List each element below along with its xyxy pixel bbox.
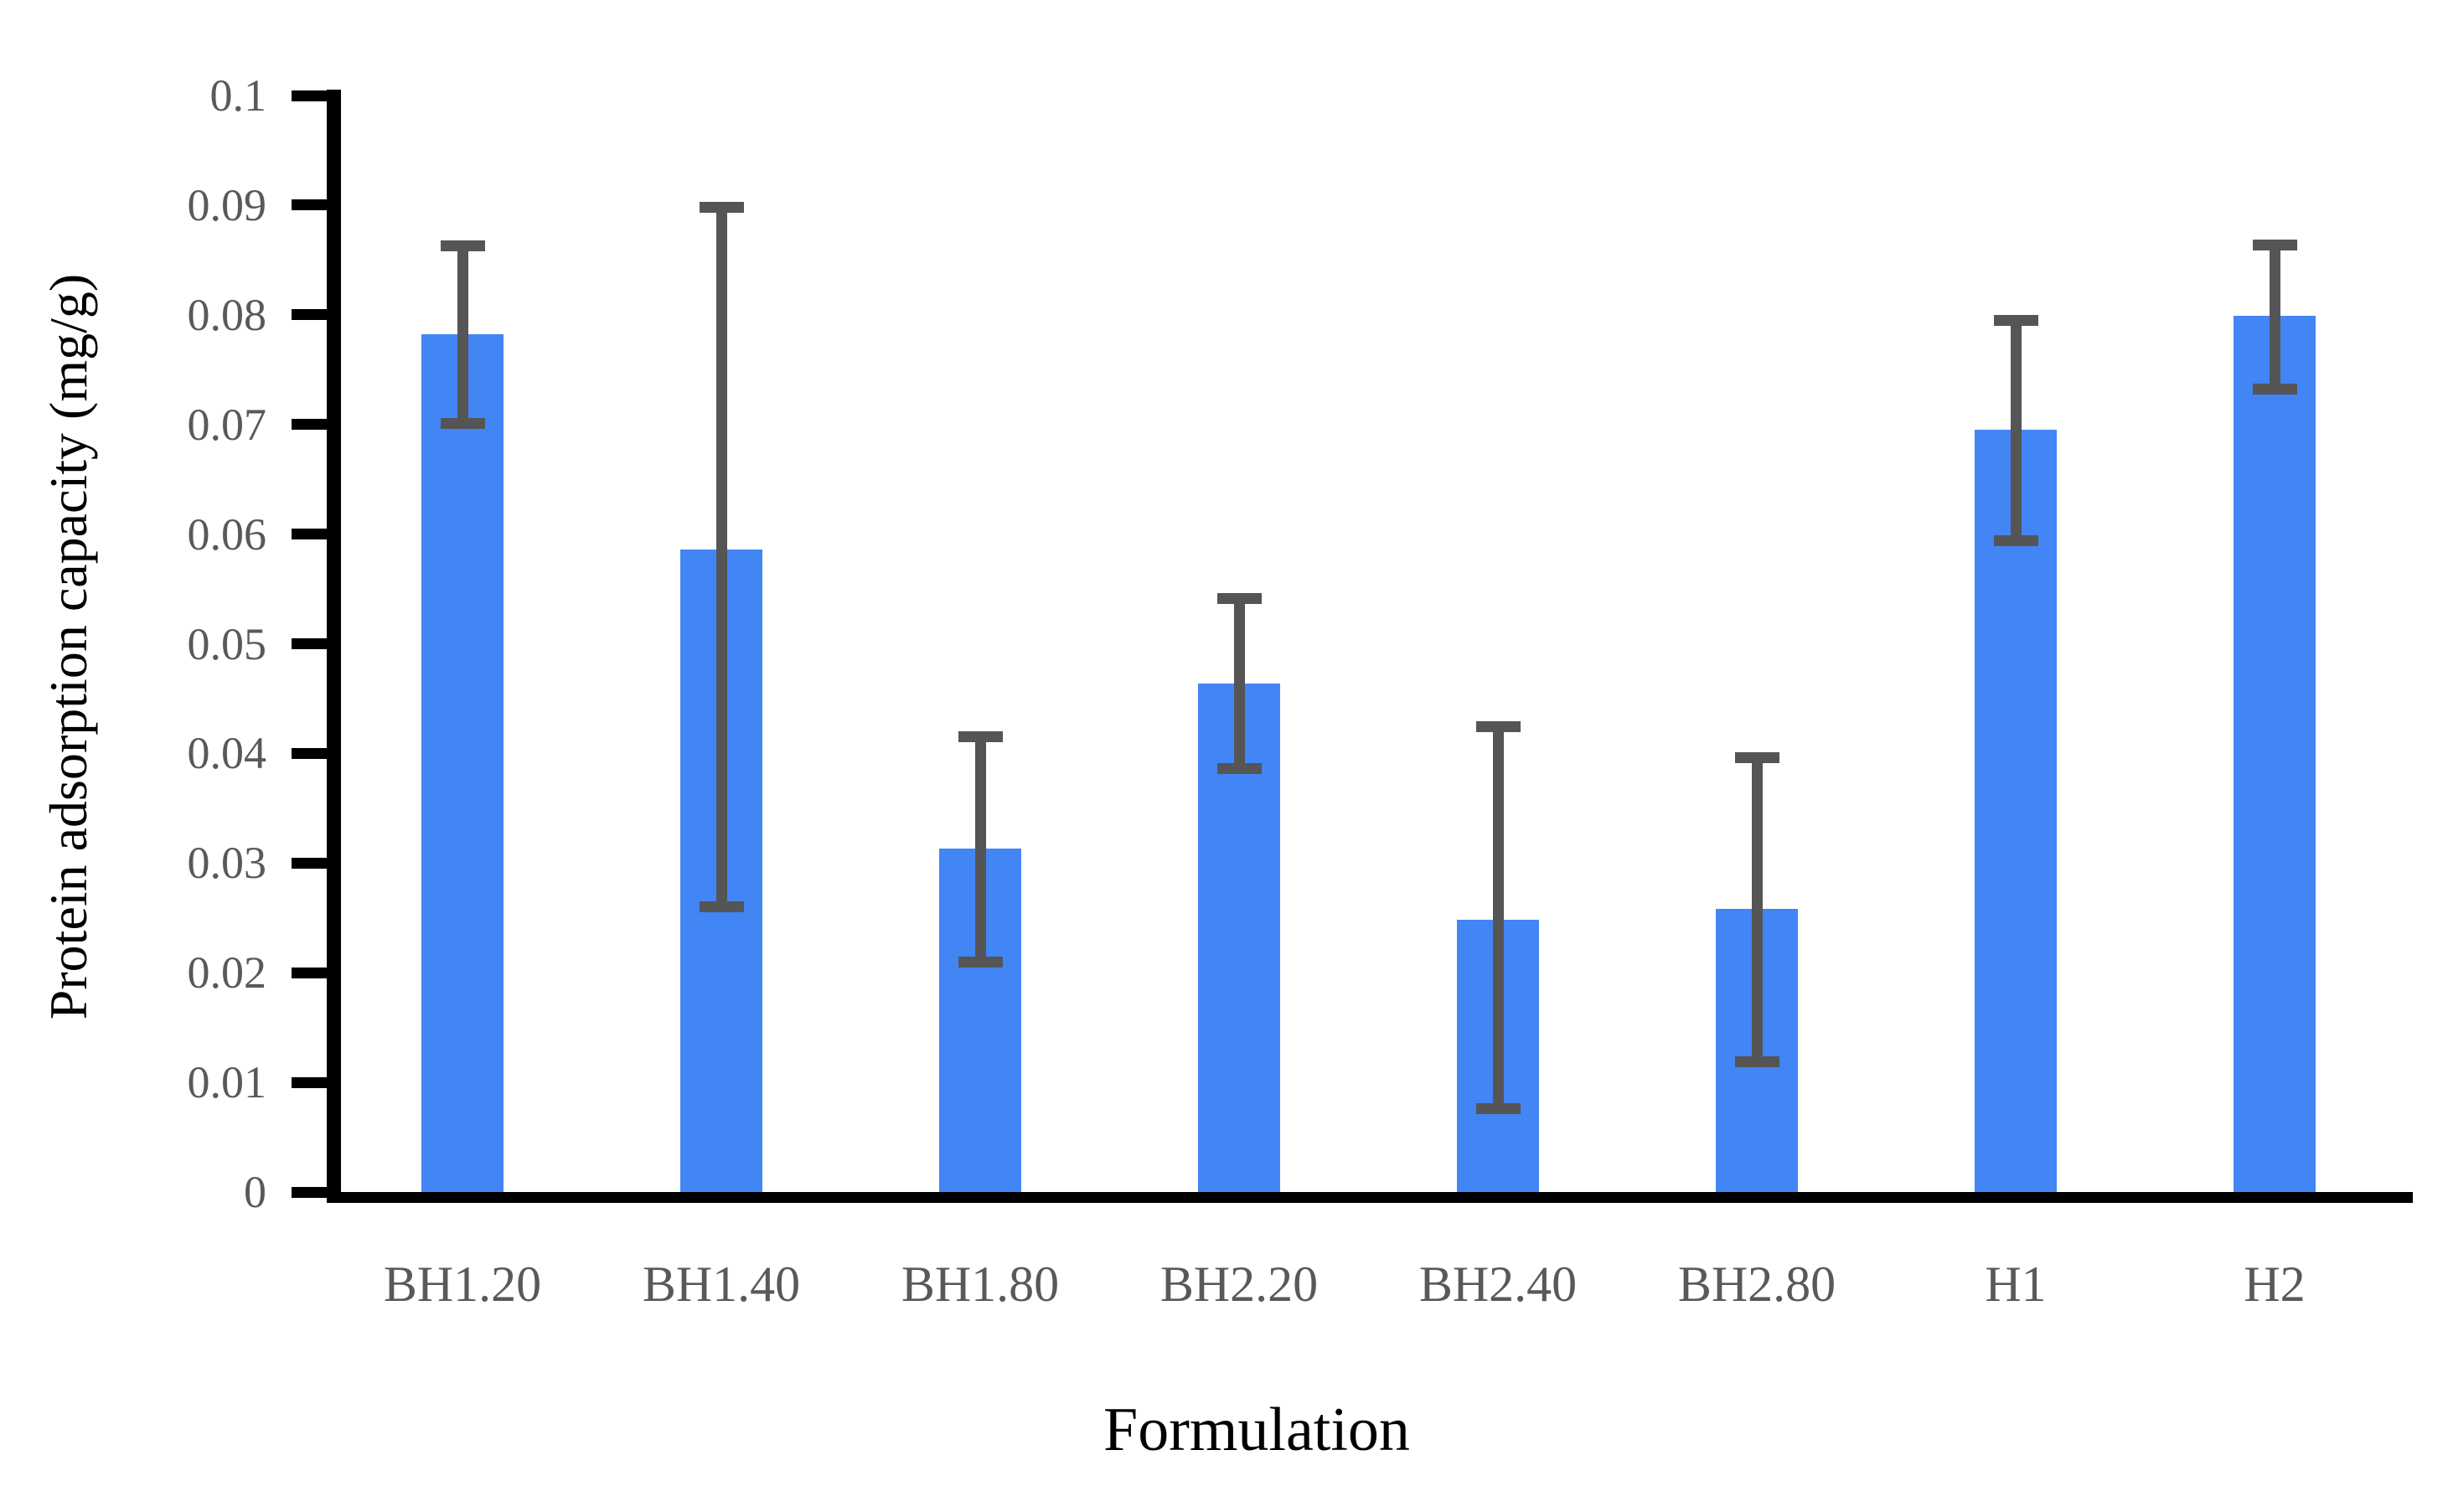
error-bar-stem [457, 245, 468, 424]
error-bar-stem [2269, 245, 2280, 390]
y-axis-tick [292, 529, 327, 540]
error-bar-bottom-cap [440, 417, 485, 429]
y-axis-tick [292, 90, 327, 101]
x-category-label: H1 [1985, 1257, 2047, 1312]
y-tick-label: 0.1 [209, 70, 267, 121]
x-category-label: BH2.40 [1418, 1257, 1578, 1312]
y-axis-tick [292, 1186, 327, 1198]
bar [2234, 316, 2316, 1192]
y-tick-label: 0.06 [187, 508, 267, 560]
y-axis-line [327, 90, 341, 1203]
y-axis-tick [292, 1076, 327, 1088]
y-axis-tick [292, 419, 327, 431]
y-axis-tick [292, 747, 327, 759]
y-axis-tick [292, 199, 327, 211]
y-tick-label: 0.01 [187, 1057, 267, 1108]
bar [1975, 430, 2057, 1192]
x-axis-line [327, 1192, 2413, 1203]
error-bar-stem [715, 207, 727, 907]
error-bar-bottom-cap [1216, 763, 1262, 775]
error-bar-bottom-cap [1475, 1103, 1521, 1115]
error-bar-bottom-cap [958, 956, 1003, 968]
error-bar-stem [1492, 726, 1504, 1109]
y-tick-label: 0.04 [187, 728, 267, 779]
x-category-label: BH2.20 [1159, 1257, 1319, 1312]
error-bar-top-cap [1734, 752, 1779, 764]
y-tick-label: 0 [244, 1167, 266, 1217]
error-bar-top-cap [440, 240, 485, 251]
y-tick-label: 0.09 [187, 179, 267, 230]
y-axis-tick [292, 967, 327, 978]
y-axis-tick [292, 309, 327, 321]
x-axis-title: Formulation [1103, 1396, 1410, 1464]
error-bar-top-cap [699, 202, 744, 214]
error-bar-bottom-cap [1734, 1055, 1779, 1067]
bar [421, 334, 504, 1192]
y-tick-label: 0.07 [187, 399, 267, 450]
error-bar-top-cap [1216, 593, 1262, 605]
error-bar-bottom-cap [1993, 534, 2038, 546]
error-bar-top-cap [1475, 721, 1521, 733]
error-bar-top-cap [2252, 239, 2297, 250]
y-axis-tick [292, 638, 327, 649]
x-category-label: BH2.80 [1677, 1257, 1836, 1312]
error-bar-stem [1233, 598, 1245, 769]
y-axis-tick [292, 857, 327, 869]
x-category-label: BH1.80 [901, 1257, 1060, 1312]
error-bar-bottom-cap [699, 901, 744, 913]
x-category-label: BH1.20 [383, 1257, 542, 1312]
error-bar-stem [2010, 320, 2022, 541]
error-bar-stem [1751, 757, 1763, 1062]
y-tick-label: 0.03 [187, 838, 267, 889]
y-tick-label: 0.02 [187, 947, 267, 999]
error-bar-top-cap [958, 731, 1003, 743]
x-category-label: BH1.40 [642, 1257, 801, 1312]
y-tick-label: 0.08 [187, 289, 267, 340]
error-bar-stem [974, 736, 986, 962]
error-bar-bottom-cap [2252, 384, 2297, 395]
error-bar-top-cap [1993, 314, 2038, 326]
y-tick-label: 0.05 [187, 618, 267, 669]
x-category-label: H2 [2244, 1257, 2306, 1312]
